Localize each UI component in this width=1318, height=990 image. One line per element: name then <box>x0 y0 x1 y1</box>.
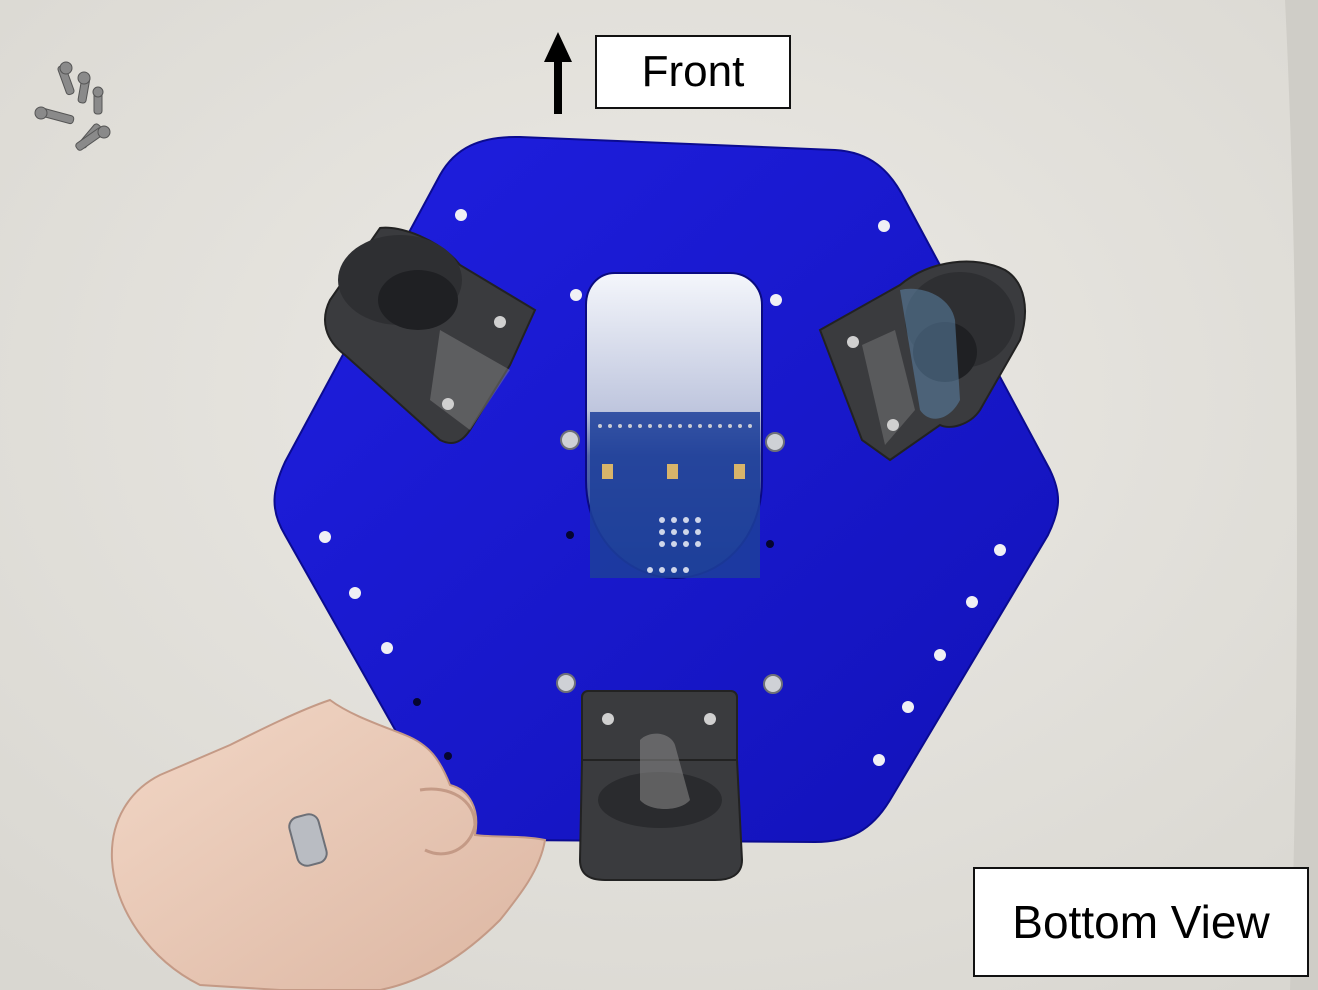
plate-dark-holes <box>413 531 774 760</box>
pcb-board <box>590 412 760 578</box>
mount-right <box>818 260 1026 462</box>
mount-left <box>324 226 537 444</box>
loose-screws <box>34 61 111 151</box>
ring <box>288 813 328 867</box>
front-label: Front <box>595 35 791 109</box>
hand <box>110 698 547 990</box>
view-label: Bottom View <box>973 867 1309 977</box>
view-label-text: Bottom View <box>1012 896 1270 948</box>
table-edge <box>1285 0 1318 990</box>
pcb-header-pins <box>598 424 752 428</box>
mount-bottom <box>578 690 744 881</box>
plate-screws <box>556 430 785 694</box>
plate-holes <box>319 209 1006 766</box>
front-label-text: Front <box>641 47 745 96</box>
pcb-pads <box>602 464 745 479</box>
arrow-up-icon <box>544 32 572 114</box>
pcb-via-grid <box>647 517 701 573</box>
